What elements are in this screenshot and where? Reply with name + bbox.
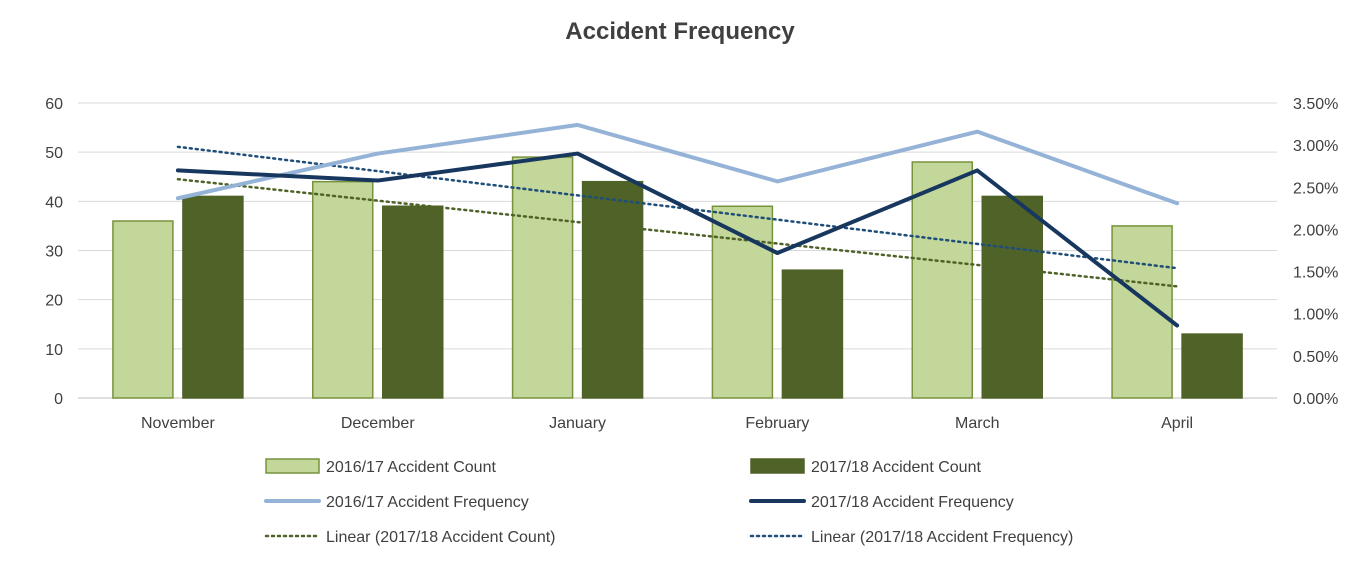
bar-2017-18-accident-count (781, 269, 844, 399)
x-axis-category-label: November (141, 415, 215, 432)
axes: 0 10 20 30 40 50 60 0.00% 0.50% 1.00% 1.50% 2.00% 2.… (45, 96, 1338, 432)
legend-label: 2016/17 Accident Frequency (326, 494, 529, 511)
bar-2016-17-accident-count (911, 161, 973, 399)
line-2017-18-accident-frequency (175, 151, 1180, 328)
chart-title: Accident Frequency (565, 18, 795, 45)
gridlines (78, 102, 1277, 399)
left-axis-tick-label: 0 (54, 391, 63, 408)
bar-2017-18-accident-count (581, 180, 644, 399)
bar-2017-18-accident-count (981, 195, 1043, 399)
trend-line-accident-frequency (176, 145, 1179, 270)
bar-2016-17-accident-count (1111, 225, 1173, 399)
left-axis-tick-label: 40 (45, 194, 63, 211)
right-axis-tick-label: 0.50% (1293, 349, 1338, 366)
right-axis-tick-label: 3.00% (1293, 138, 1338, 155)
left-axis-tick-label: 30 (45, 244, 63, 261)
left-axis-tick-label: 50 (45, 145, 63, 162)
x-axis-category-label: December (341, 415, 415, 432)
bar-2017-18-accident-count (382, 205, 444, 399)
right-axis-tick-label: 3.50% (1293, 96, 1338, 113)
left-axis-tick-label: 60 (45, 96, 63, 113)
right-axis-tick-label: 1.50% (1293, 265, 1338, 282)
legend-label: 2016/17 Accident Count (326, 459, 496, 476)
right-axis-tick-label: 1.00% (1293, 307, 1338, 324)
legend-swatch-bar (750, 458, 805, 474)
bar-series (112, 156, 1243, 399)
legend-label: 2017/18 Accident Count (811, 459, 981, 476)
x-axis-category-label: February (745, 415, 809, 432)
left-axis-tick-label: 10 (45, 342, 63, 359)
bar-2017-18-accident-count (1181, 333, 1243, 399)
bar-2017-18-accident-count (182, 195, 244, 399)
legend-label: 2017/18 Accident Frequency (811, 494, 1014, 511)
x-axis-category-label: January (549, 415, 606, 432)
legend: 2016/17 Accident Count 2017/18 Accident C… (264, 458, 1073, 546)
legend-label: Linear (2017/18 Accident Frequency) (811, 529, 1073, 546)
line-2016-17-accident-frequency (175, 122, 1180, 206)
legend-swatch-bar (265, 458, 320, 474)
right-axis-tick-label: 0.00% (1293, 391, 1338, 408)
legend-label: Linear (2017/18 Accident Count) (326, 529, 555, 546)
trend-line-accident-count (176, 177, 1179, 288)
right-axis-tick-label: 2.50% (1293, 180, 1338, 197)
line-series (175, 122, 1180, 328)
right-axis-tick-label: 2.00% (1293, 222, 1338, 239)
bar-2016-17-accident-count (511, 156, 574, 399)
bar-2016-17-accident-count (112, 220, 174, 399)
left-axis-tick-label: 20 (45, 293, 63, 310)
bar-2016-17-accident-count (711, 205, 774, 399)
x-axis-category-label: March (955, 415, 999, 432)
bar-2016-17-accident-count (312, 180, 374, 399)
x-axis-category-label: April (1161, 415, 1193, 432)
